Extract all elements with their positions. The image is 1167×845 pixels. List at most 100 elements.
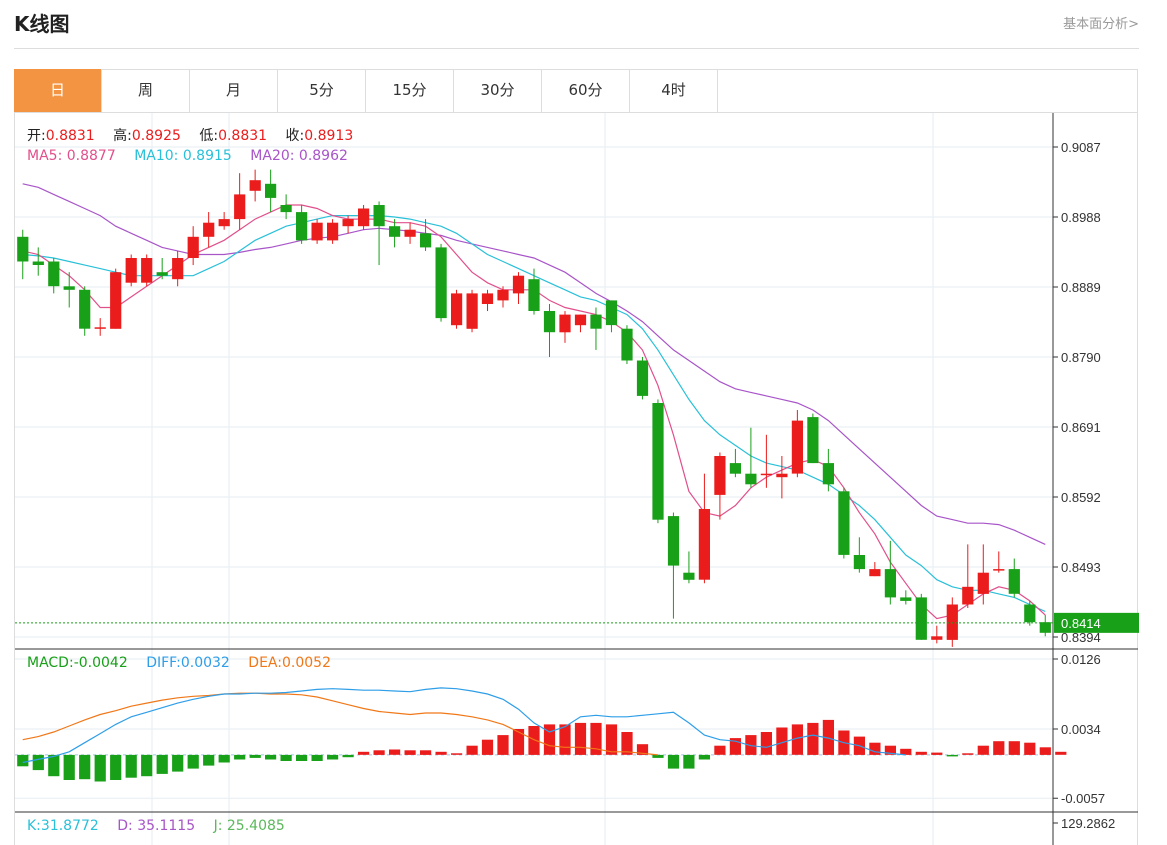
candle-body	[528, 279, 540, 311]
macd-histogram-bar	[420, 750, 432, 755]
d-legend-value: D: 35.1115	[117, 818, 196, 834]
ohlc-low: 低:0.8831	[199, 128, 268, 144]
candle-body	[110, 272, 122, 329]
candle-body	[636, 360, 649, 396]
price-axis-label: 0.8493	[1061, 560, 1101, 575]
price-axis-label: 0.8394	[1061, 630, 1101, 645]
macd-histogram-bar	[683, 754, 695, 769]
tab-4hour[interactable]: 4时	[630, 69, 718, 112]
ohlc-close: 收:0.8913	[285, 128, 354, 144]
macd-legend-value: MACD:-0.0042	[27, 655, 128, 671]
tab-week[interactable]: 周	[102, 69, 190, 112]
candle-body	[311, 222, 323, 241]
dea-legend-value: DEA:0.0052	[248, 655, 331, 671]
macd-histogram-bar	[358, 751, 370, 755]
tab-60min[interactable]: 60分	[542, 69, 630, 112]
macd-histogram-bar	[280, 754, 292, 761]
j-legend-value: J: 25.4085	[213, 818, 285, 834]
macd-axis-label: 0.0126	[1061, 652, 1101, 667]
diff-line	[22, 687, 906, 764]
candle-body	[745, 473, 757, 485]
candle-body	[760, 473, 772, 476]
candle-body	[931, 636, 943, 640]
candle-body	[559, 314, 571, 333]
candle-body	[605, 300, 618, 326]
tab-month[interactable]: 月	[190, 69, 278, 112]
candle-body	[807, 417, 819, 464]
candle-body	[389, 226, 401, 237]
tab-30min[interactable]: 30分	[454, 69, 542, 112]
macd-histogram-bar	[807, 722, 819, 755]
candle-body	[94, 327, 106, 329]
tab-5min[interactable]: 5分	[278, 69, 366, 112]
macd-histogram-bar	[822, 719, 834, 755]
candle-body	[481, 293, 494, 304]
candle-body	[683, 572, 695, 580]
fundamental-analysis-link[interactable]: 基本面分析>	[1063, 17, 1139, 32]
macd-histogram-bar	[559, 724, 571, 755]
candle-body	[451, 293, 463, 326]
candle-body	[900, 597, 912, 601]
candle-body	[497, 289, 509, 301]
macd-histogram-bar	[776, 727, 788, 755]
candle-body	[853, 555, 865, 570]
macd-histogram-bar	[993, 741, 1005, 755]
price-axis-label: 0.8988	[1061, 210, 1101, 225]
macd-histogram-bar	[79, 754, 91, 780]
macd-histogram-bar	[234, 754, 246, 760]
macd-histogram-bar	[172, 754, 184, 772]
macd-histogram-bar	[512, 729, 525, 755]
price-axis-label: 0.8889	[1061, 280, 1101, 295]
ma5-legend: MA5: 0.8877	[27, 148, 116, 164]
candle-body	[63, 286, 75, 290]
macd-histogram-bar	[404, 750, 416, 755]
tab-day[interactable]: 日	[14, 69, 102, 112]
macd-histogram-bar	[946, 754, 958, 757]
candle-body	[265, 183, 277, 198]
macd-histogram-bar	[590, 722, 602, 755]
macd-histogram-bar	[1024, 742, 1036, 755]
macd-histogram-bar	[1008, 741, 1020, 755]
macd-histogram-bar	[869, 742, 881, 755]
tab-15min[interactable]: 15分	[366, 69, 454, 112]
candle-body	[435, 247, 447, 319]
candle-body	[187, 236, 199, 258]
macd-histogram-bar	[63, 754, 75, 780]
macd-histogram-bar	[667, 754, 680, 769]
candle-body	[125, 258, 137, 283]
candle-body	[574, 314, 587, 326]
current-price-tag	[1054, 612, 1139, 633]
macd-histogram-bar	[342, 754, 354, 758]
macd-histogram-bar	[791, 724, 803, 755]
chart-panel	[14, 69, 1138, 845]
ohlc-open: 开:0.8831	[27, 128, 95, 144]
candle-body	[512, 275, 525, 294]
candle-body	[714, 456, 726, 495]
price-axis-label: 0.8592	[1061, 490, 1101, 505]
macd-histogram-bar	[1055, 751, 1067, 755]
candle-body	[420, 233, 432, 248]
macd-histogram-bar	[652, 754, 664, 758]
candle-body	[977, 572, 989, 594]
macd-histogram-bar	[605, 724, 618, 755]
ma20-line	[22, 183, 1046, 545]
page-title: K线图	[14, 12, 70, 36]
macd-histogram-bar	[265, 754, 277, 760]
candle-body	[373, 205, 385, 227]
k-legend-value: K:31.8772	[27, 818, 99, 834]
candle-body	[48, 261, 60, 287]
macd-histogram-bar	[977, 745, 989, 755]
macd-histogram-bar	[389, 749, 401, 755]
macd-histogram-bar	[466, 745, 478, 755]
candle-body	[993, 569, 1005, 571]
macd-histogram-bar	[451, 753, 463, 755]
candle-body	[667, 516, 680, 566]
macd-histogram-bar	[141, 754, 153, 777]
macd-histogram-bar	[931, 752, 943, 755]
macd-histogram-bar	[714, 745, 726, 755]
macd-histogram-bar	[48, 754, 60, 777]
macd-histogram-bar	[497, 735, 509, 755]
ma10-legend: MA10: 0.8915	[134, 148, 232, 164]
candle-body	[172, 258, 184, 280]
